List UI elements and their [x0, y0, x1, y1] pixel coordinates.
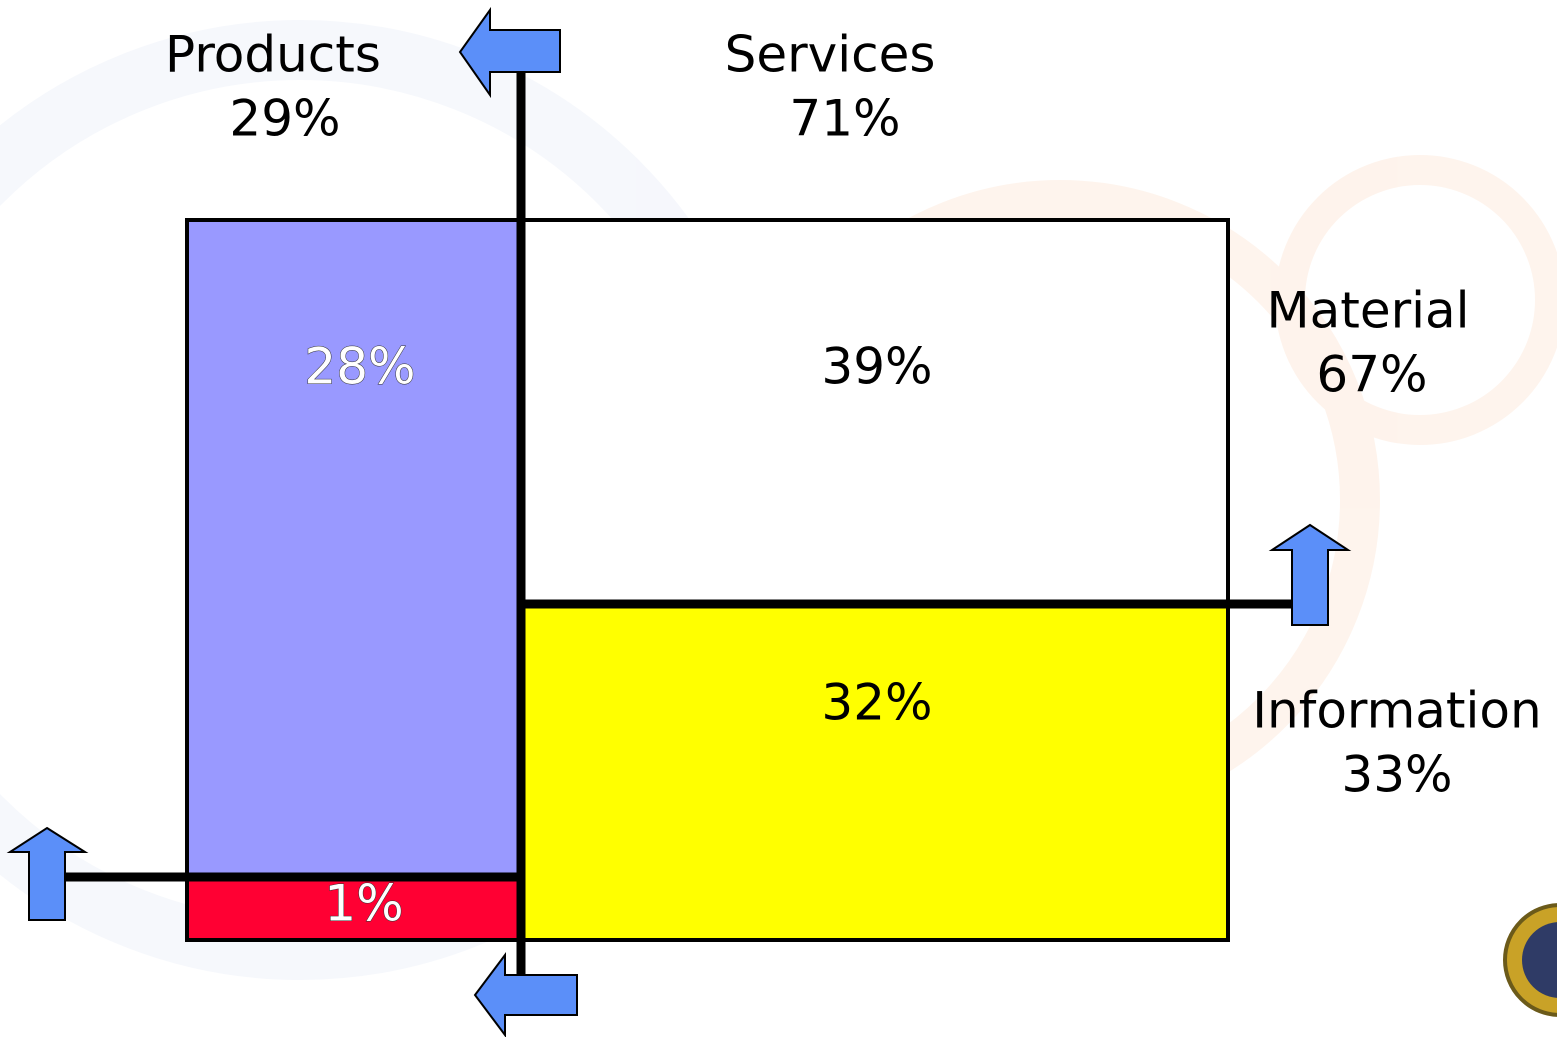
row-share: 67%	[1316, 346, 1427, 404]
column-share: 71%	[789, 90, 900, 148]
column-share: 29%	[229, 90, 340, 148]
row-label: Information	[1252, 682, 1541, 740]
arrow-left	[458, 6, 561, 99]
column-label: Products	[165, 26, 381, 84]
products-material-cell	[185, 218, 523, 879]
row-share: 33%	[1341, 746, 1452, 804]
products-information-cell	[185, 875, 523, 942]
row-label: Material	[1266, 282, 1469, 340]
cell-label: 39%	[821, 338, 932, 396]
arrow-up	[1268, 523, 1352, 626]
cell-label: 32%	[821, 674, 932, 732]
arrow-left	[473, 952, 578, 1038]
arrow-up	[6, 826, 89, 921]
column-label: Services	[725, 26, 936, 84]
cell-label: 1%	[324, 875, 403, 933]
services-information-cell	[519, 602, 1230, 942]
services-material-cell	[519, 218, 1230, 606]
cell-label: 28%	[304, 338, 415, 396]
logo	[1503, 903, 1557, 1017]
